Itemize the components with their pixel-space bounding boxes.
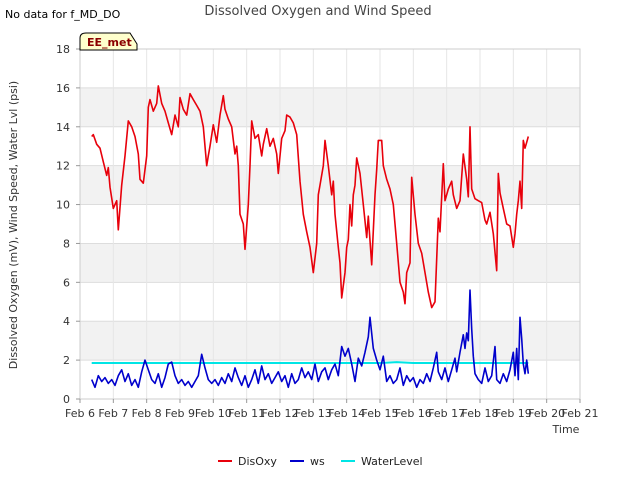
x-tick-label: Feb 19 xyxy=(495,407,532,420)
x-tick-label: Feb 11 xyxy=(228,407,265,420)
x-tick-label: Feb 17 xyxy=(428,407,465,420)
y-tick-label: 0 xyxy=(63,393,70,406)
y-tick-label: 4 xyxy=(63,315,70,328)
chart-title: Dissolved Oxygen and Wind Speed xyxy=(204,4,431,19)
x-tick-label: Feb 7 xyxy=(98,407,128,420)
legend-label-ws: ws xyxy=(310,455,325,468)
x-tick-label: Feb 21 xyxy=(562,407,599,420)
series-line-ws xyxy=(90,289,530,389)
ee-met-badge: EE_met xyxy=(79,32,138,51)
no-data-note: No data for f_MD_DO xyxy=(5,8,121,21)
y-axis-ticks: 0 2 4 6 8 10 12 14 16 18 xyxy=(56,43,80,406)
badge-label: EE_met xyxy=(87,36,132,49)
y-tick-label: 18 xyxy=(56,43,70,56)
y-tick-label: 10 xyxy=(56,199,70,212)
x-tick-label: Feb 8 xyxy=(132,407,162,420)
series-layer xyxy=(90,85,530,389)
plot-area xyxy=(79,48,581,400)
x-tick-label: Feb 15 xyxy=(362,407,399,420)
x-tick-label: Feb 12 xyxy=(262,407,299,420)
series-line-waterlevel xyxy=(91,361,529,364)
x-tick-label: Feb 10 xyxy=(195,407,232,420)
x-axis-label: Time xyxy=(552,423,580,436)
y-axis-label: Dissolved Oxygen (mV), Wind Speed, Water… xyxy=(7,81,20,369)
series-line-disoxy xyxy=(91,85,530,309)
y-tick-label: 16 xyxy=(56,82,70,95)
y-tick-label: 14 xyxy=(56,121,70,134)
x-tick-label: Feb 13 xyxy=(295,407,332,420)
y-tick-label: 6 xyxy=(63,276,70,289)
y-tick-label: 2 xyxy=(63,354,70,367)
grid-band xyxy=(80,321,580,361)
x-tick-label: Feb 16 xyxy=(395,407,432,420)
x-tick-label: Feb 9 xyxy=(165,407,195,420)
badge-tab-shape xyxy=(79,32,138,51)
legend-label-disoxy: DisOxy xyxy=(238,455,277,468)
y-tick-label: 8 xyxy=(63,237,70,250)
grid-band xyxy=(80,243,580,283)
x-tick-label: Feb 18 xyxy=(462,407,499,420)
plot-frame xyxy=(79,48,581,400)
x-tick-label: Feb 14 xyxy=(328,407,365,420)
legend: DisOxy ws WaterLevel xyxy=(218,455,423,468)
x-tick-label: Feb 6 xyxy=(65,407,95,420)
y-tick-label: 12 xyxy=(56,160,70,173)
legend-label-waterlevel: WaterLevel xyxy=(361,455,423,468)
x-tick-label: Feb 20 xyxy=(528,407,565,420)
